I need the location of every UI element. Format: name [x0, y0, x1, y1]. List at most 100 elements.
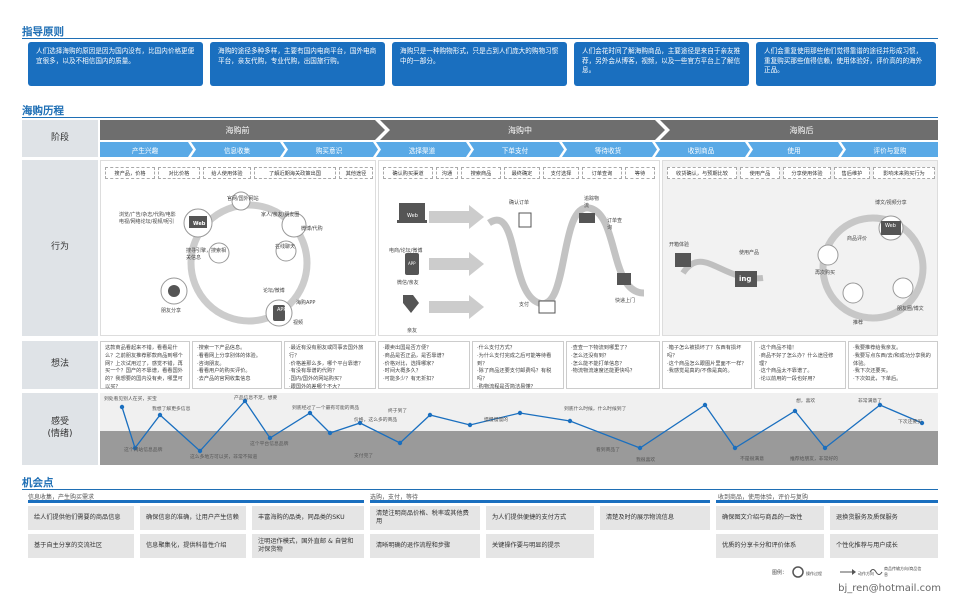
label-review: 商品评价: [847, 236, 868, 242]
tag: 搜产品，价格: [105, 167, 155, 179]
substage-arrows: [100, 142, 938, 157]
thought-7: ·箱子怎么被损坏了？东西有损坏吗？ ·这个商品怎么跟图片里面不一样？ ·我感觉是…: [662, 341, 752, 389]
tag: 给人使用体验: [203, 167, 251, 179]
tag: 搜索商品: [461, 167, 501, 179]
divider: [22, 117, 938, 118]
section-title-principles: 指导原则: [22, 26, 64, 38]
feel-label: 推荐给朋友，非常好的: [790, 457, 838, 462]
label-rebuy: 再次购买: [815, 270, 836, 276]
legend-c: 商品传输方向/商品信息: [884, 566, 922, 577]
opp-card: 为人们提供便捷的支付方式: [486, 506, 594, 530]
feel-label: 产品信息不足，想要: [234, 396, 278, 401]
opp-card: 给人们提供他们需要的商品信息: [28, 506, 134, 530]
feel-label: 不是很满意: [740, 457, 764, 462]
opp-card: 确保信息的准确，让用户产生信赖: [140, 506, 246, 530]
web-icon: Web: [885, 223, 896, 229]
tag: 确认购买渠道: [383, 167, 433, 179]
label-confirm: 确认订单: [509, 200, 530, 206]
opp-head-3: 收到商品，使用体验，评价与复购: [718, 494, 809, 501]
tag: 支付选择: [543, 167, 579, 179]
opp-card: 优质的分享卡分和评价体系: [716, 534, 824, 558]
row-label-behavior: 行为: [22, 160, 98, 336]
feel-label: 慢慢慢慢的: [484, 418, 508, 423]
opp-card: 注明运作模式，国外直邮 & 自营和对保货物: [252, 534, 364, 558]
label-official: 官网/国外网站: [227, 196, 259, 202]
substage-2: 信息收集: [223, 146, 251, 155]
label-unbox: 开箱体验: [669, 242, 690, 248]
behavior-panel-mid: 确认购买渠道 沟通 搜索商品 最终确定 支付选择 订单查询 等待 Web 电商/…: [378, 160, 660, 336]
tag: 影响未来购买行为: [873, 167, 935, 179]
label-ecom: 电商/论坛/微博: [389, 248, 423, 254]
tag: 等待: [625, 167, 655, 179]
thought-8: ·这个商品不错！ ·商品不好了怎么办？什么途径修理？ ·这个商品太不靠谱了。 ·…: [754, 341, 846, 389]
label-app: 海购APP: [296, 300, 316, 306]
section-title-journey: 海购历程: [22, 105, 64, 117]
feelings-negative-area: [100, 431, 938, 465]
opp-card: 基于自主分享的交流社区: [28, 534, 134, 558]
tag: 使用产品: [740, 167, 780, 179]
substage-9: 评价与复购: [873, 146, 907, 155]
substage-4: 选择渠道: [408, 146, 436, 155]
tag: 收货确认，与预期比较: [667, 167, 737, 179]
stage-pre: 海购前: [225, 125, 250, 135]
tag: 沟通: [436, 167, 458, 179]
label-browse: 浏览/广告/杂志/代购/电影电视/网络论坛/视频/呢引: [119, 212, 176, 225]
label-blog: 博文/视频分享: [875, 200, 907, 206]
label-logistics: 追踪物流: [584, 196, 600, 209]
row-label-feelings: 感受 (情绪): [22, 393, 98, 465]
principle-card-1: 人们选择海购的原因是因为国内没有，比国内价格更便宜很多，以及不相信国内的质量。: [28, 42, 203, 86]
tag: 对比价格: [158, 167, 200, 179]
feel-label: 想，喜欢: [796, 399, 816, 404]
section-title-opportunities: 机会点: [22, 477, 54, 489]
opp-card: 清楚注明商品价格、税率或其他费用: [370, 506, 480, 530]
substage-3: 购买意识: [315, 146, 343, 155]
opp-card: 关键操作要与明显的提示: [486, 534, 594, 558]
web-icon: Web: [407, 213, 418, 219]
substage-5: 下单支付: [501, 146, 529, 155]
feel-label: 这个平台信息品牌: [250, 442, 289, 447]
thought-4: ·跟卖出国是否方便？ ·商品是否正品，是否靠谱？ ·价格对比，选择哪家？ ·时间…: [378, 341, 470, 389]
behavior-panel-pre: 搜产品，价格 对比价格 给人使用体验 了解近期海关政策出国 其他途径 Web 浏…: [100, 160, 376, 336]
opp-bar-1: [28, 500, 364, 503]
stage-mid: 海购中: [508, 125, 532, 135]
ing-icon: ing: [739, 275, 752, 283]
feel-label: 我想了解更多信息: [152, 407, 191, 412]
label-phone: 亲友: [407, 328, 418, 334]
feel-label: 到底经过了一个最有可能的商品: [292, 406, 360, 411]
feel-label: 非常满意了: [858, 399, 882, 404]
feel-label: 终于到了: [388, 409, 408, 414]
opp-card: 确保图文介绍与商品的一致性: [716, 506, 824, 530]
opp-card: 清晰明确的退作流程和步骤: [370, 534, 480, 558]
thought-2: ·搜索一下产品信息。 ·看看网上分享别体的体验。 ·咨询朋友。 ·看看用户的购买…: [192, 341, 282, 389]
divider: [22, 489, 938, 490]
principle-card-2: 海购的途径多种多样，主要有国内电商平台，国外电商平台，亲友代购，专业代购，出国旅…: [210, 42, 385, 86]
opp-head-1: 信息收集，产生购买需求: [28, 494, 95, 501]
principle-card-4: 人们会花时间了解海购商品，主要途径是来自于亲友推荐，另外会从博客，视频，以及一些…: [574, 42, 749, 86]
legend-icons: [792, 566, 883, 578]
feel-label: 下次还要买: [898, 420, 922, 425]
label-express: 快递上门: [615, 298, 636, 304]
substage-7: 收到商品: [687, 146, 715, 155]
principle-card-3: 海购只是一种购物形式，只是占到人们庞大的购物习惯中的一部分。: [392, 42, 567, 86]
feel-label: 看到商品了: [596, 448, 620, 453]
pre-cycle-diagram: [160, 191, 311, 327]
divider: [22, 38, 938, 39]
substage-1: 产生兴趣: [131, 146, 159, 155]
thought-6: ·查查一下物流到哪里了？ ·怎么还没有到？ ·怎么能不能打单信息？ ·物流物流速…: [566, 341, 660, 389]
thought-9: ·我要推荐给我亲友。 ·我要写点东西/去/和成功分享我的体验。 ·我下次还要买。…: [848, 341, 938, 389]
label-order: 订单查询: [607, 218, 623, 231]
feel-label: 到处看见别人在买，买宝: [104, 397, 157, 402]
feel-label: 到底什么时候，什么时候到了: [564, 407, 627, 412]
stage-arrows: [100, 120, 938, 140]
feel-label: 这个网站信息品牌: [124, 448, 163, 453]
emotion-curve: [119, 398, 925, 454]
mid-flow-diagram: [397, 203, 645, 319]
feel-label: 我很喜欢: [636, 458, 656, 463]
opp-card: 清楚及时的展示物流信息: [600, 506, 710, 530]
opp-head-2: 选购，支付，等待: [370, 494, 419, 501]
tag: 分享使用体验: [783, 167, 831, 179]
app-icon: APP: [408, 261, 416, 266]
app-icon: APP: [277, 307, 287, 313]
post-cycle-diagram: [675, 214, 927, 322]
opp-bar-2: [370, 500, 710, 503]
